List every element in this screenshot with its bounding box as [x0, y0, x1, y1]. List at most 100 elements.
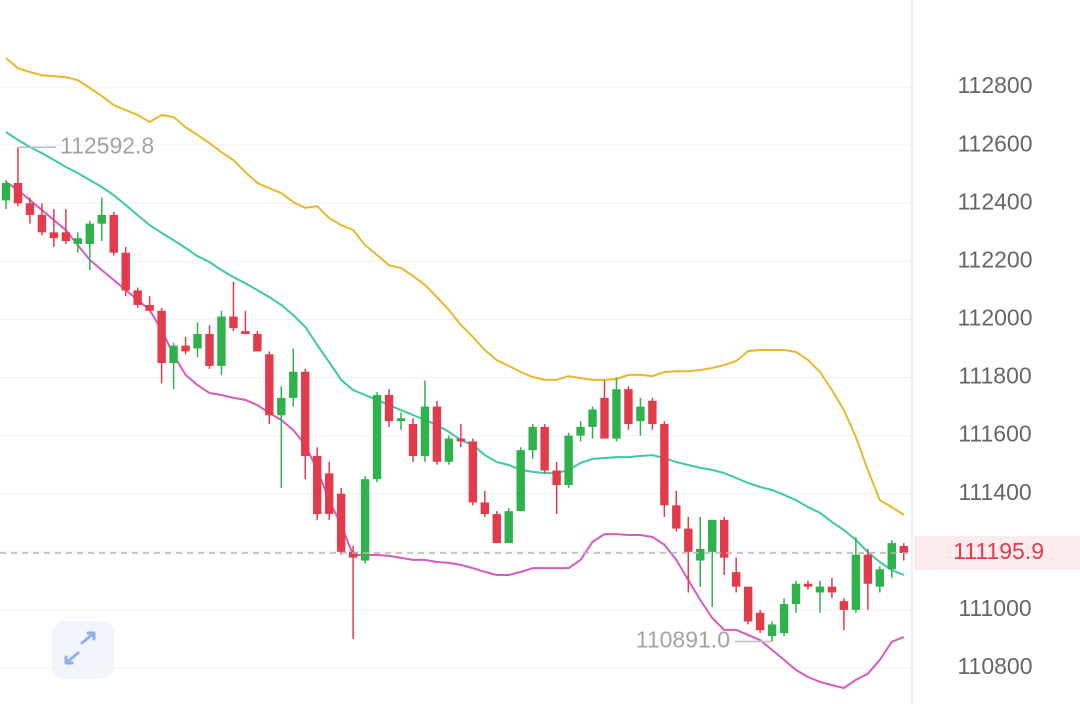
- candle-body: [301, 371, 310, 456]
- candle-body: [827, 586, 837, 593]
- candle-body: [372, 394, 382, 480]
- candle: [133, 287, 142, 308]
- candle: [492, 511, 501, 544]
- y-tick-label: 111000: [958, 595, 1031, 621]
- candle: [815, 580, 825, 613]
- candle-body: [779, 604, 789, 634]
- candle: [253, 331, 262, 352]
- candle: [863, 548, 873, 610]
- candle: [600, 380, 609, 439]
- candle-body: [109, 214, 118, 253]
- y-tick-label: 111400: [958, 479, 1031, 505]
- candle-body: [576, 426, 585, 436]
- candle: [49, 209, 59, 247]
- candle: [875, 566, 885, 593]
- candle-body: [121, 252, 130, 291]
- candle: [85, 220, 94, 271]
- candle-body: [731, 572, 741, 587]
- candle-body: [73, 238, 83, 244]
- candle: [97, 197, 106, 242]
- candle-body: [708, 519, 717, 552]
- candle-body: [863, 554, 873, 584]
- y-tick-label: 112800: [957, 72, 1032, 98]
- candle-body: [420, 406, 430, 456]
- candle: [61, 209, 71, 244]
- candle: [827, 577, 837, 599]
- candle-body: [899, 546, 908, 554]
- candle: [612, 377, 621, 442]
- candle: [588, 406, 597, 439]
- candle-body: [360, 479, 370, 561]
- candle: [696, 516, 705, 587]
- candle: [289, 348, 298, 407]
- candle: [803, 580, 813, 590]
- last-price-label: 111195.9: [953, 538, 1044, 564]
- y-tick-label: 112200: [957, 246, 1032, 272]
- candle-body: [408, 424, 418, 456]
- candle-body: [277, 397, 286, 416]
- candle: [265, 351, 274, 425]
- candle-body: [624, 389, 633, 425]
- candle-body: [432, 406, 442, 462]
- candle-body: [205, 333, 214, 366]
- candle-body: [313, 455, 322, 515]
- candle-body: [755, 612, 765, 631]
- candle: [887, 540, 896, 578]
- candle: [348, 546, 358, 639]
- candle: [193, 322, 202, 358]
- candle-body: [600, 397, 609, 439]
- candle-body: [133, 290, 142, 305]
- candle-body: [875, 569, 885, 587]
- candle: [121, 246, 130, 297]
- candle-body: [25, 203, 35, 215]
- y-tick-label: 112400: [957, 188, 1032, 214]
- candle: [684, 516, 693, 593]
- candle: [25, 197, 35, 224]
- candle: [731, 557, 741, 593]
- candle-body: [648, 400, 657, 425]
- candle: [899, 543, 908, 561]
- y-tick-label: 112600: [957, 130, 1032, 156]
- candle-body: [791, 583, 801, 605]
- candle: [13, 147, 23, 207]
- candle-body: [241, 331, 250, 334]
- candle-body: [803, 583, 813, 587]
- candle: [73, 232, 83, 253]
- candle-body: [193, 333, 202, 349]
- candle: [1, 180, 11, 210]
- candle: [313, 447, 322, 520]
- candle-body: [660, 424, 669, 506]
- grid: [0, 86, 912, 669]
- candle-body: [324, 473, 334, 515]
- candle: [528, 424, 537, 459]
- y-tick-label: 111800: [958, 363, 1031, 389]
- candle: [360, 476, 370, 564]
- y-tick-label: 111600: [958, 421, 1031, 447]
- candle-body: [684, 528, 693, 552]
- lower-band: [5, 181, 905, 690]
- candle-body: [564, 435, 573, 486]
- candle: [277, 386, 286, 488]
- candle-body: [145, 304, 154, 311]
- candle-body: [743, 586, 753, 622]
- candle: [336, 487, 346, 555]
- candle: [456, 424, 466, 448]
- candle-body: [85, 223, 94, 244]
- y-tick-label: 112000: [957, 305, 1032, 331]
- candle: [181, 336, 190, 355]
- candle: [480, 490, 489, 517]
- candle: [648, 397, 657, 430]
- candle-body: [767, 624, 777, 637]
- candle-body: [13, 182, 23, 204]
- candle-body: [815, 586, 825, 593]
- candle-body: [336, 493, 346, 552]
- candle: [552, 461, 561, 515]
- candle-body: [61, 232, 71, 242]
- expand-button[interactable]: [52, 621, 114, 679]
- candle-body: [157, 310, 166, 364]
- candle: [432, 400, 442, 465]
- min-label: 110891.0: [636, 627, 730, 653]
- candle-body: [636, 406, 645, 422]
- candle-body: [504, 511, 513, 544]
